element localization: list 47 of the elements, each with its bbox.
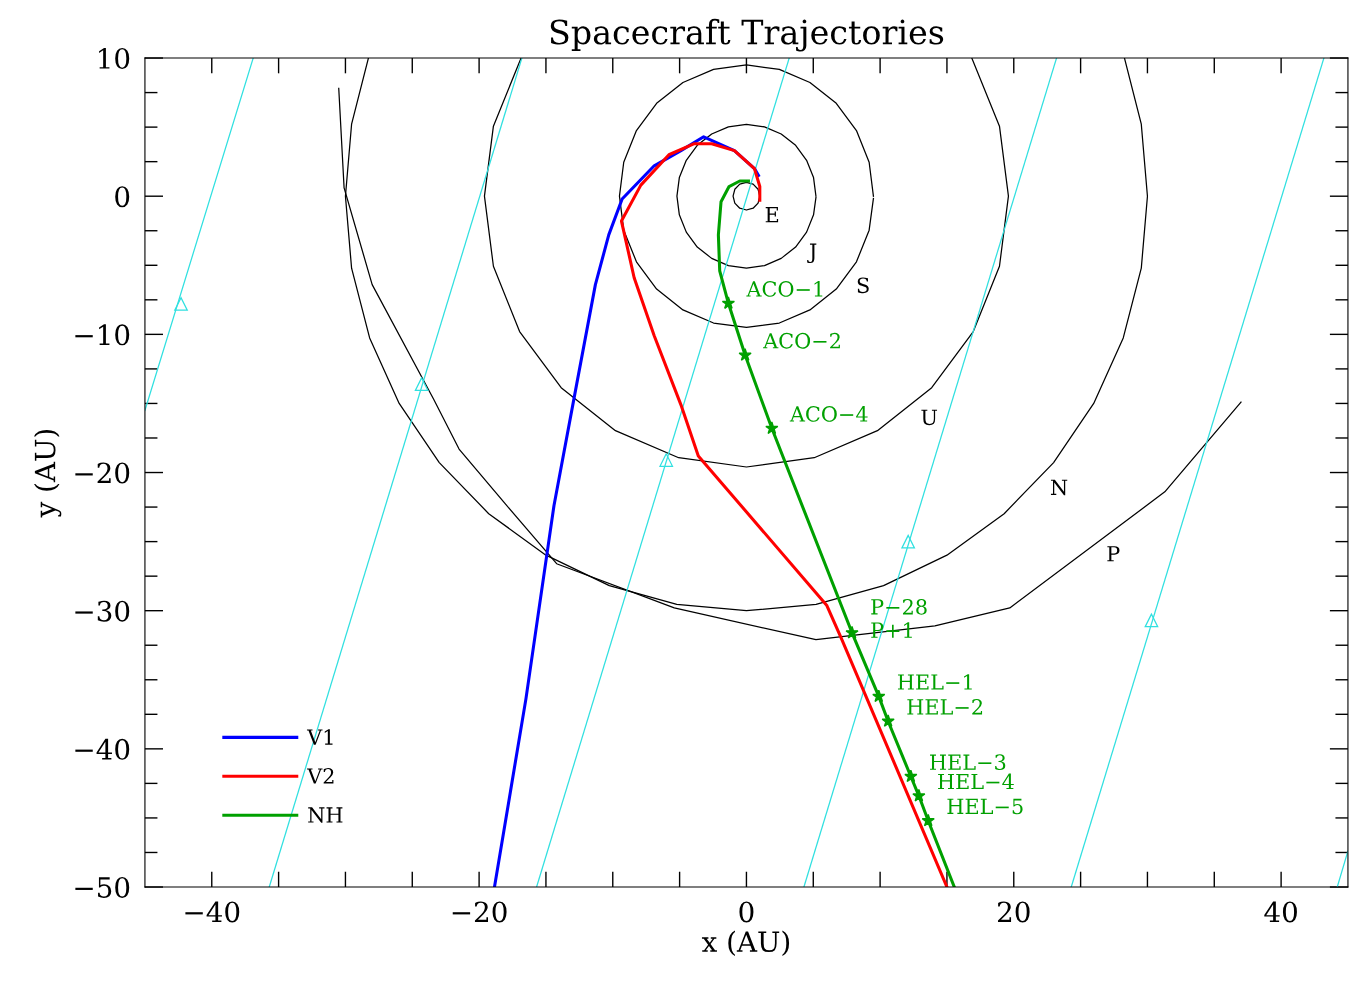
point [174,297,188,311]
point [659,453,674,467]
point [872,689,886,703]
annotation: HEL−3 [930,754,1006,771]
point [912,788,926,802]
legend-label: NH [308,807,343,823]
annotation: HEL−1 [897,674,972,690]
line-series [676,123,817,269]
annotation: S [857,277,869,294]
point [721,296,736,310]
annotation: ACO−2 [763,332,840,349]
x-tick-label: −20 [452,901,507,923]
y-tick-label: −10 [75,324,130,346]
legend-label: V2 [306,768,334,784]
y-tick-label: 10 [99,47,130,69]
x-tick-label: 20 [997,901,1030,923]
y-tick-label: −30 [75,600,130,622]
x-tick-label: 0 [739,901,754,923]
point [414,377,429,391]
y-tick-label: −40 [75,738,130,760]
chart-title: Spacecraft Trajectories [550,18,944,52]
legend-label: V1 [306,729,333,745]
point [881,714,895,727]
annotation: E [765,207,779,223]
point [845,625,859,639]
point [921,813,935,827]
annotation: P [1107,546,1120,562]
annotation: HEL−4 [938,773,1014,790]
point [765,421,779,435]
x-tick-label: 40 [1264,901,1297,923]
annotation: U [921,409,938,426]
x-axis-title: x (AU) [701,930,790,956]
y-tick-label: −50 [75,876,130,898]
annotation: ACO−1 [746,281,823,297]
y-tick-label: −20 [75,462,130,484]
annotation: HEL−5 [947,798,1023,815]
y-axis-title: y (AU) [34,429,62,518]
y-tick-label: 0 [115,186,130,208]
point [1144,613,1159,628]
annotation: J [807,243,817,264]
point [904,769,918,783]
annotation: HEL−2 [907,699,983,715]
annotation: ACO−4 [789,406,868,422]
point [901,534,916,549]
x-tick-label: −40 [185,901,240,923]
point [738,348,752,361]
annotation: N [1050,479,1068,496]
